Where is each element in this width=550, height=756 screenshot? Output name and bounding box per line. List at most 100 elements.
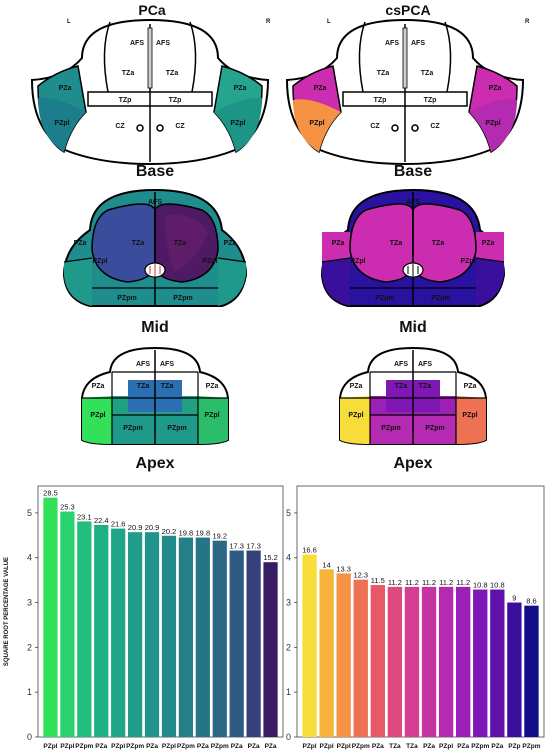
category-label: PZa (457, 743, 469, 750)
zone-tzp-left: TZp (374, 97, 387, 104)
zone-pza-left: PZa (74, 240, 87, 247)
bar-value-label: 8.6 (526, 597, 536, 606)
zone-tza-left: TZa (390, 240, 403, 247)
bar (94, 524, 109, 737)
zone-tza-right: TZa (432, 240, 445, 247)
bar-value-label: 11.2 (456, 578, 470, 587)
zone-tza-left: TZa (122, 70, 135, 77)
category-label: PZpl (439, 743, 453, 750)
level-label-base-cspca: Base (394, 163, 432, 180)
pca-mid-diagram: AFS TZa TZa PZa PZa PZpl PZpl PZpm PZpm (62, 188, 248, 307)
bar (246, 550, 261, 737)
bar (438, 586, 454, 737)
zone-pza-right: PZa (234, 85, 247, 92)
bar-value-label: 9 (512, 594, 516, 603)
bar (387, 586, 403, 737)
category-label: PZa (265, 743, 277, 750)
zone-afs: AFS (148, 199, 162, 206)
bar (195, 537, 210, 737)
zone-pza-left: PZa (350, 383, 363, 390)
bar-value-label: 19.8 (179, 529, 194, 538)
category-label: PZa (231, 743, 243, 750)
category-label: PZpm (471, 743, 489, 750)
category-label: TZa (406, 743, 418, 750)
zone-pzpl-left: PZpl (309, 120, 324, 127)
category-label: PZpm (211, 743, 229, 750)
zone-pza-left: PZa (59, 85, 72, 92)
bar-value-label: 25.3 (60, 503, 75, 512)
category-label: PZpl (60, 743, 74, 750)
y-tick-label: 2 (286, 642, 291, 652)
y-tick-label: 3 (27, 598, 32, 608)
category-label: PZpm (177, 743, 195, 750)
zone-pzpm-right: PZpm (167, 425, 186, 432)
bar (178, 537, 194, 737)
zone-pzpl-left: PZpl (350, 258, 365, 265)
column-title-cspca: csPCA (385, 2, 430, 18)
bar (456, 586, 471, 737)
bar (43, 497, 58, 737)
y-axis-label: SQUARE ROOT PERCENTAGE VALUE (4, 557, 10, 666)
bar (370, 585, 385, 737)
level-label-apex-pca: Apex (135, 455, 174, 472)
category-label: PZpl (337, 743, 351, 750)
zone-pzpm-left: PZpm (117, 295, 136, 302)
pca-bar-chart: 0 1 2 3 4 5 28.5 PZpl 25.3 PZpl 23.1 PZpm 22.4 PZa 21.… (4, 485, 284, 750)
bar (60, 511, 75, 737)
bar-value-label: 11.2 (439, 578, 453, 587)
y-tick-label: 5 (27, 508, 32, 518)
column-title-pca: PCa (138, 2, 165, 18)
zone-pzpm-left: PZpm (381, 425, 400, 432)
zone-pzpm-left: PZpm (123, 425, 142, 432)
zone-tza-right: TZa (166, 70, 179, 77)
bar (524, 605, 539, 737)
bar-value-label: 11.2 (405, 578, 419, 587)
left-marker-cspca: L (327, 19, 331, 25)
zone-pzpl-left: PZpl (90, 412, 105, 419)
left-marker-pca: L (67, 19, 71, 25)
zone-pzpl-right: PZpl (485, 120, 500, 127)
zone-tza-left: TZa (395, 383, 408, 390)
zone-afs-left: AFS (130, 40, 144, 47)
y-tick-label: 2 (27, 642, 32, 652)
zone-pzpl-left: PZpl (348, 412, 363, 419)
bar-value-label: 11.2 (388, 578, 402, 587)
zone-tza-left: TZa (132, 240, 145, 247)
level-label-base-pca: Base (136, 163, 174, 180)
zone-pza-right: PZa (464, 383, 477, 390)
bar (144, 532, 160, 737)
bar (263, 562, 278, 737)
bar-value-label: 12.3 (353, 571, 368, 580)
zone-cz-left: CZ (370, 123, 380, 130)
zone-pza-right: PZa (489, 85, 502, 92)
zone-afs-left: AFS (394, 361, 408, 368)
chart-frame (296, 485, 545, 738)
cspca-mid-diagram: AFS TZa TZa PZa PZa PZpl PZpl PZpm PZpm (320, 188, 506, 307)
zone-pzpl-right: PZpl (462, 412, 477, 419)
bar (212, 540, 227, 737)
bar-value-label: 20.9 (145, 523, 160, 532)
zone-afs-right: AFS (156, 40, 170, 47)
bar (229, 550, 244, 737)
category-label: PZa (372, 743, 384, 750)
level-label-mid-cspca: Mid (399, 319, 427, 336)
zone-pzpm-right: PZpm (425, 425, 444, 432)
category-label: PZpm (75, 743, 93, 750)
category-label: PZa (197, 743, 209, 750)
category-label: TZa (389, 743, 401, 750)
zone-cz-right: CZ (430, 123, 440, 130)
bar (111, 528, 126, 737)
bar-value-label: 10.8 (490, 581, 505, 590)
zone-pzpm-right: PZpm (173, 295, 192, 302)
right-marker-pca: R (266, 19, 271, 25)
zone-pza-left: PZa (332, 240, 345, 247)
cspca-apex-diagram: AFS AFS TZa TZa PZa PZa PZpl PZpl PZpm P… (339, 346, 487, 445)
bar-value-label: 11.2 (422, 578, 436, 587)
bar-value-label: 19.2 (212, 532, 227, 541)
zone-pza-left: PZa (92, 383, 105, 390)
zone-pzpl-right: PZpl (204, 412, 219, 419)
zone-tza-left: TZa (137, 383, 150, 390)
zone-tza-right: TZa (174, 240, 187, 247)
category-label: PZpl (111, 743, 125, 750)
pca-base-diagram: AFS AFS TZa TZa TZp TZp CZ CZ PZa PZa PZ… (30, 18, 270, 166)
